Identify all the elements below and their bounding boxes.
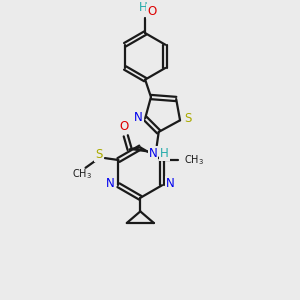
Text: N: N: [106, 177, 115, 190]
Text: H: H: [160, 147, 169, 160]
Text: O: O: [119, 120, 128, 133]
Text: H: H: [139, 2, 148, 14]
Text: S: S: [95, 148, 103, 161]
Text: N: N: [134, 111, 143, 124]
Text: CH$_3$: CH$_3$: [72, 167, 92, 181]
Text: S: S: [184, 112, 191, 125]
Text: CH$_3$: CH$_3$: [184, 153, 204, 167]
Text: N: N: [166, 177, 174, 190]
Text: N: N: [148, 147, 157, 160]
Text: O: O: [147, 5, 157, 18]
